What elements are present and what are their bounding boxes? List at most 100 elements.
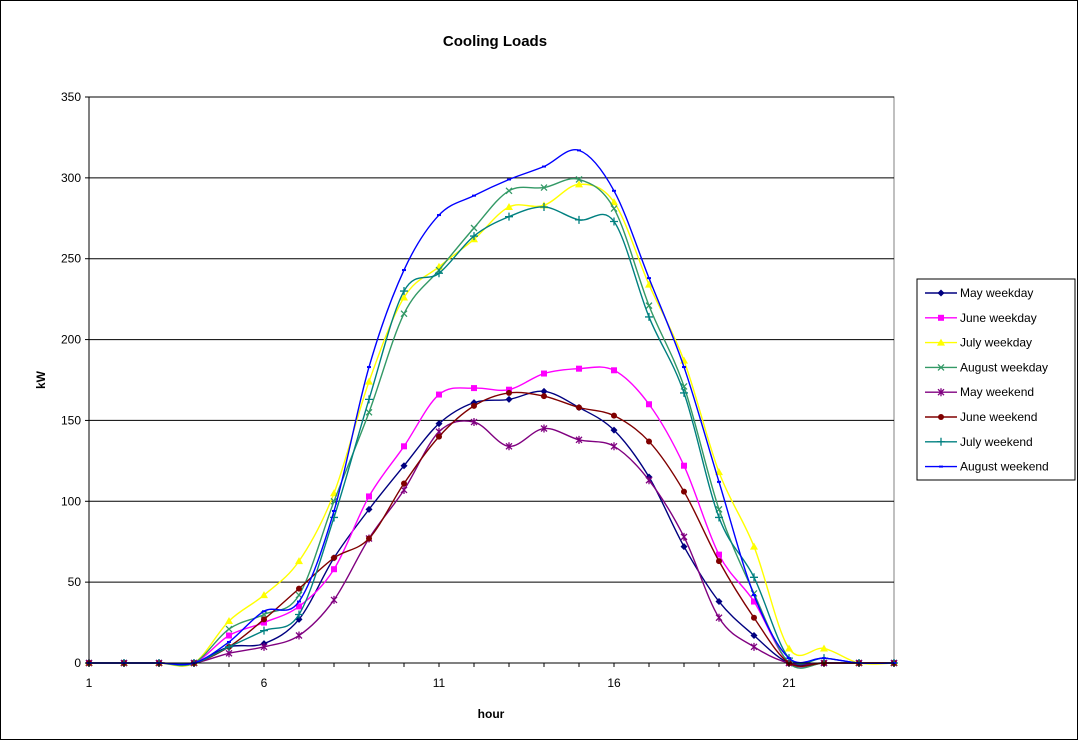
y-tick-label: 350 xyxy=(61,90,81,104)
data-point xyxy=(261,616,267,623)
legend-item-july-weekend: July weekend xyxy=(925,435,1033,449)
plot-area xyxy=(88,96,895,664)
data-point xyxy=(260,591,268,599)
data-point xyxy=(785,644,793,652)
data-point xyxy=(295,591,303,599)
data-point xyxy=(645,312,653,321)
data-point xyxy=(295,631,303,640)
y-axis-label: kW xyxy=(34,370,48,389)
data-point xyxy=(471,385,477,392)
legend-item-august-weekday: August weekday xyxy=(925,360,1048,374)
data-point xyxy=(610,426,618,434)
chart-title: Cooling Loads xyxy=(443,33,547,50)
data-point xyxy=(751,598,757,605)
data-point xyxy=(225,642,233,651)
data-point xyxy=(750,642,758,651)
data-point xyxy=(365,395,373,404)
legend-item-may-weekend: May weekend xyxy=(925,385,1034,399)
data-point xyxy=(400,287,408,296)
data-point xyxy=(716,558,722,565)
data-point xyxy=(401,443,407,450)
data-point xyxy=(436,391,442,398)
data-point xyxy=(331,566,337,573)
data-point xyxy=(365,505,373,513)
y-tick-label: 150 xyxy=(61,413,81,427)
data-point xyxy=(750,632,758,640)
data-point xyxy=(296,585,302,592)
data-point xyxy=(225,625,233,633)
data-point xyxy=(330,595,338,604)
data-point xyxy=(505,202,513,210)
data-point xyxy=(470,232,478,241)
legend-label: June weekday xyxy=(960,311,1037,325)
data-point xyxy=(260,626,268,635)
y-tick-label: 300 xyxy=(61,171,81,185)
data-point xyxy=(575,215,583,224)
legend-box xyxy=(916,278,1076,481)
x-axis-label: hour xyxy=(478,707,505,721)
data-point xyxy=(331,554,337,561)
data-point xyxy=(400,310,408,318)
legend-marker xyxy=(938,414,944,420)
legend-marker xyxy=(937,363,945,371)
gridlines xyxy=(89,96,894,583)
legend-marker xyxy=(938,314,944,321)
data-point xyxy=(505,442,513,451)
legend-marker xyxy=(937,338,945,346)
data-point xyxy=(715,613,723,622)
data-point xyxy=(470,224,478,232)
data-point xyxy=(401,480,407,487)
data-point xyxy=(505,187,513,195)
data-point xyxy=(295,557,303,565)
data-point xyxy=(540,387,548,395)
data-point xyxy=(646,401,652,408)
data-point xyxy=(366,493,372,500)
data-point xyxy=(471,402,477,409)
data-point xyxy=(680,388,688,397)
data-point xyxy=(610,198,618,206)
data-point xyxy=(226,632,232,639)
data-point xyxy=(506,386,512,393)
x-tick-label: 6 xyxy=(261,676,268,690)
x-tick-label: 1 xyxy=(86,676,93,690)
data-point xyxy=(541,393,547,400)
data-point xyxy=(610,217,618,226)
data-point xyxy=(296,603,302,610)
data-point xyxy=(261,619,267,626)
data-point xyxy=(750,573,758,582)
legend: May weekday June weekday July weekday Augus… xyxy=(916,278,1076,481)
legend-label: August weekend xyxy=(960,460,1049,474)
data-point xyxy=(681,462,687,469)
data-point xyxy=(540,424,548,433)
data-point xyxy=(610,205,618,213)
data-point xyxy=(646,438,652,445)
data-point xyxy=(506,389,512,396)
x-tick-label: 16 xyxy=(607,676,621,690)
data-point xyxy=(645,476,653,485)
legend-label: July weekday xyxy=(960,336,1032,350)
legend-label: June weekend xyxy=(960,410,1037,424)
data-point xyxy=(645,280,653,288)
data-point xyxy=(610,442,618,451)
y-axis-ticks: 0 50 100 150 200 250 300 350 xyxy=(61,90,90,670)
data-point xyxy=(716,551,722,558)
data-point xyxy=(505,395,513,403)
legend-label: August weekday xyxy=(960,360,1048,374)
data-point xyxy=(680,532,688,541)
data-point xyxy=(540,202,548,211)
legend-item-august-weekend: August weekend xyxy=(925,460,1049,474)
legend-item-july-weekday: July weekday xyxy=(925,336,1032,350)
data-point xyxy=(295,610,303,619)
legend-label: July weekend xyxy=(960,435,1033,449)
y-tick-label: 50 xyxy=(68,575,82,589)
x-axis-ticks: 1 6 11 16 21 xyxy=(86,662,895,690)
data-point xyxy=(575,435,583,444)
data-point xyxy=(820,644,828,652)
data-point xyxy=(681,488,687,495)
data-point xyxy=(611,412,617,419)
data-point xyxy=(576,404,582,411)
data-point xyxy=(680,543,688,551)
y-tick-label: 0 xyxy=(74,656,81,670)
data-point xyxy=(540,184,548,192)
